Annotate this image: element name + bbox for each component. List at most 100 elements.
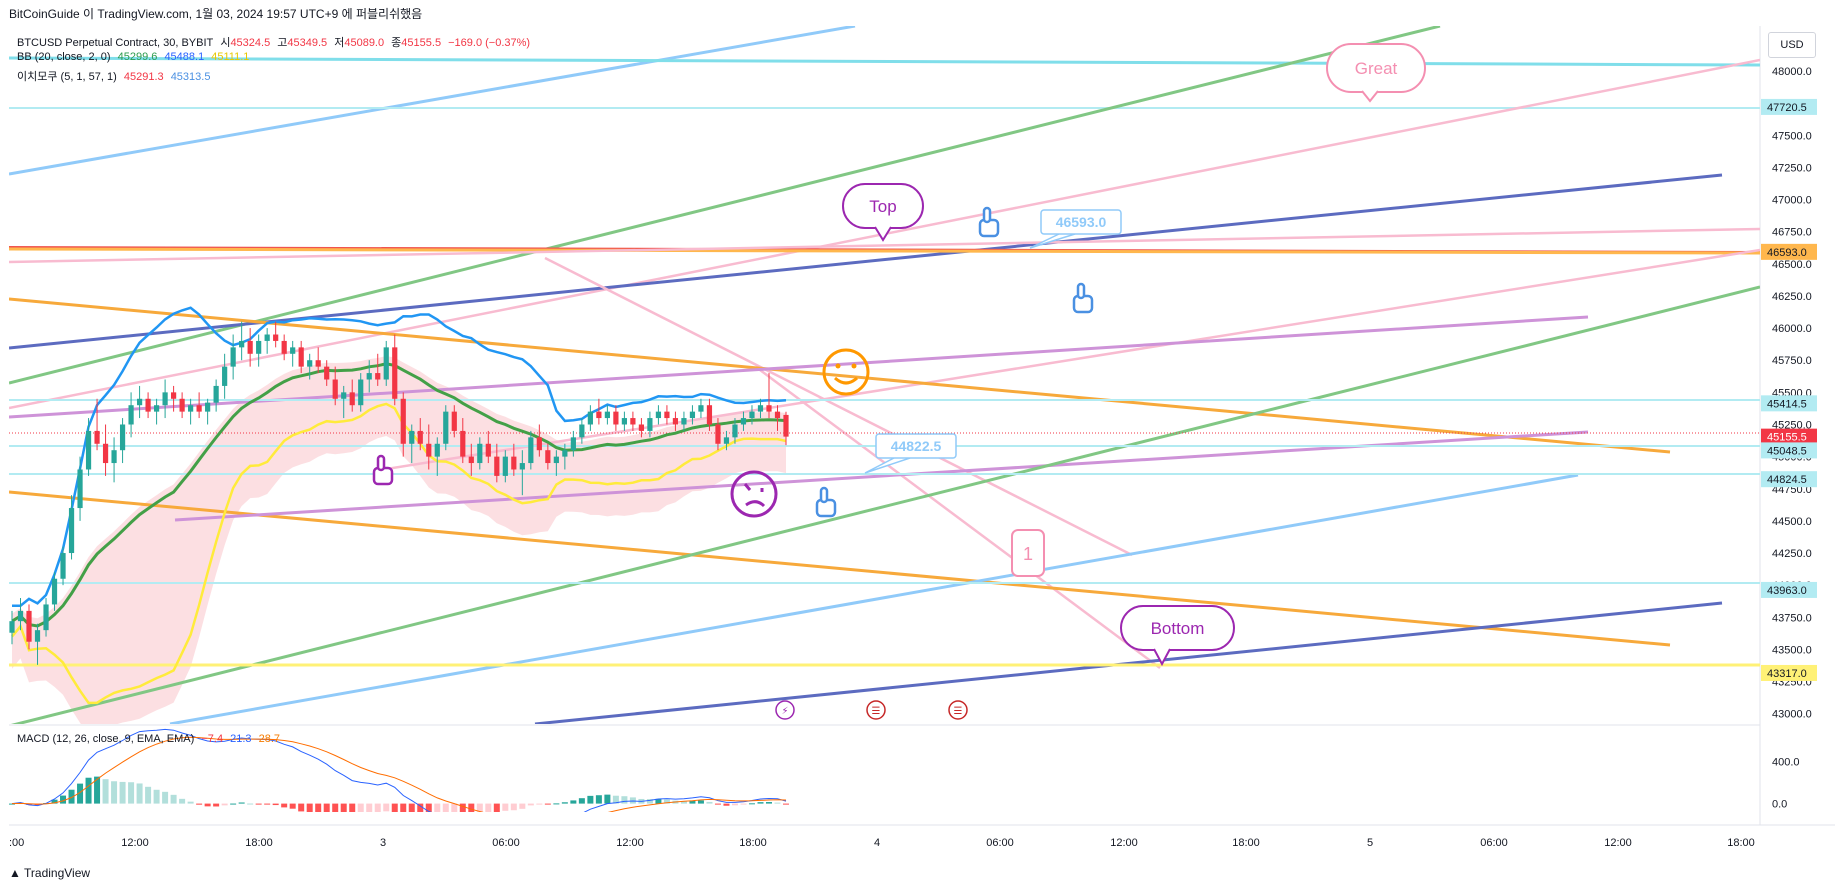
candle-body	[655, 411, 662, 419]
smiley-eye	[835, 363, 841, 369]
price-badge: 43963.0	[1761, 581, 1817, 598]
candle	[281, 334, 287, 361]
candle-body	[383, 347, 389, 380]
trendline-pink-3	[379, 248, 1760, 472]
candle-body	[664, 411, 670, 419]
candle-body	[426, 443, 432, 457]
price-tick-label: 46750.0	[1772, 227, 1812, 239]
trendline-pink-fall-2	[759, 368, 1161, 670]
symbol-legend: BTCUSD Perpetual Contract, 30, BYBIT 시45…	[17, 34, 534, 50]
candle	[638, 418, 645, 438]
candle-body	[434, 443, 440, 457]
bb-upper-line	[12, 306, 787, 607]
macd-hist-bar	[536, 803, 543, 805]
hand-pointer-icon	[372, 454, 394, 486]
price-badge-bg	[1761, 471, 1817, 488]
candle	[26, 604, 32, 650]
candle-body	[672, 418, 679, 425]
candle-body	[26, 610, 32, 642]
candle-body	[205, 402, 211, 412]
price-badge: 45048.5	[1761, 442, 1817, 459]
macd-hist-bar	[247, 803, 254, 805]
macd-hist-bar	[493, 803, 500, 812]
candle-body	[290, 347, 296, 354]
confused-face-icon	[730, 470, 778, 518]
macd-hist-bar	[349, 803, 356, 812]
candle-body	[596, 411, 602, 419]
macd-hist-bar	[731, 803, 738, 806]
symbol-name[interactable]: BTCUSD Perpetual Contract, 30, BYBIT	[17, 37, 214, 49]
macd-hist-bar	[213, 803, 220, 807]
tradingview-footer[interactable]: ▲ TradingView	[9, 866, 90, 880]
trendline-pink-2	[9, 227, 1760, 264]
great-callout-text: Great	[1355, 59, 1398, 78]
bb-basis-line	[11, 362, 787, 628]
candle	[230, 334, 236, 380]
candle	[715, 418, 721, 451]
candle-body	[647, 418, 653, 431]
macd-hist-bar	[238, 802, 245, 804]
bb-lower-value: 45111.1	[211, 51, 250, 63]
macd-hist-bar	[655, 798, 662, 804]
macd-hist-bar	[391, 803, 398, 812]
macd-tick-label: 0.0	[1772, 799, 1787, 811]
trendline-lightblue-lower	[169, 473, 1579, 724]
time-tick-label: 18:00	[1232, 837, 1260, 849]
candle-body	[102, 443, 109, 464]
candle-body	[162, 392, 168, 406]
hand-pointer-icon-finger	[819, 486, 829, 504]
candle-body	[273, 334, 279, 341]
macd-hist-bar	[298, 803, 305, 812]
candle	[188, 398, 194, 425]
price-badge-label: 43963.0	[1767, 585, 1807, 597]
candle-body	[749, 411, 755, 419]
candle-body	[621, 418, 627, 425]
note-46593-text: 46593.0	[1056, 214, 1107, 230]
candle	[349, 379, 355, 412]
ichimoku-legend[interactable]: 이치모쿠 (5, 1, 57, 1) 45291.3 45313.5	[17, 68, 214, 84]
candle-body	[332, 379, 338, 399]
candle-body	[502, 456, 508, 476]
bb-legend[interactable]: BB (20, close, 2, 0) 45299.6 45488.1 451…	[17, 51, 253, 63]
price-tick-label: 45250.0	[1772, 419, 1812, 431]
trendlines[interactable]	[9, 26, 1760, 726]
macd-hist-bar	[706, 801, 713, 804]
macd-hist-bar	[578, 798, 585, 804]
price-tick-label: 44500.0	[1772, 516, 1812, 528]
candle	[681, 411, 687, 431]
candle	[341, 385, 347, 419]
ichimoku-b-value: 45313.5	[170, 71, 211, 83]
bottom-callout-tail	[1153, 648, 1171, 667]
hand-pointer-icon-finger	[982, 206, 992, 224]
bottom-callout: Bottom	[1120, 605, 1235, 667]
macd-hist-bar	[51, 799, 58, 804]
candle-body	[766, 405, 772, 412]
low-label: 저	[334, 37, 345, 49]
macd-hist-bar	[77, 783, 84, 804]
macd-hist-bar	[612, 795, 619, 804]
macd-legend[interactable]: MACD (12, 26, close, 9, EMA, EMA) −7.4 2…	[17, 733, 284, 745]
macd-hist-bar	[272, 803, 279, 806]
macd-hist-bar	[119, 781, 126, 804]
time-tick-label: 18:00	[1727, 837, 1755, 849]
candle-body	[239, 340, 245, 348]
candle	[162, 379, 168, 419]
candle	[102, 424, 109, 476]
candle	[621, 411, 627, 431]
macd-hist-bar	[757, 802, 764, 804]
candle	[519, 450, 525, 496]
macd-hist-bar	[417, 803, 424, 812]
event-icon-glyph: ⚡	[781, 706, 788, 717]
currency-button[interactable]: USD	[1768, 32, 1816, 58]
close-label: 종	[391, 37, 402, 49]
price-tick-label: 46000.0	[1772, 323, 1812, 335]
candle	[749, 405, 755, 425]
macd-hist-bar	[204, 803, 211, 807]
candle-body	[477, 443, 483, 464]
candle	[119, 418, 126, 464]
macd-hist-bar	[264, 803, 271, 805]
note-44822-text: 44822.5	[891, 438, 942, 454]
publish-info: BitCoinGuide 이 TradingView.com, 1월 03, 2…	[9, 7, 423, 21]
candle-body	[732, 424, 738, 438]
